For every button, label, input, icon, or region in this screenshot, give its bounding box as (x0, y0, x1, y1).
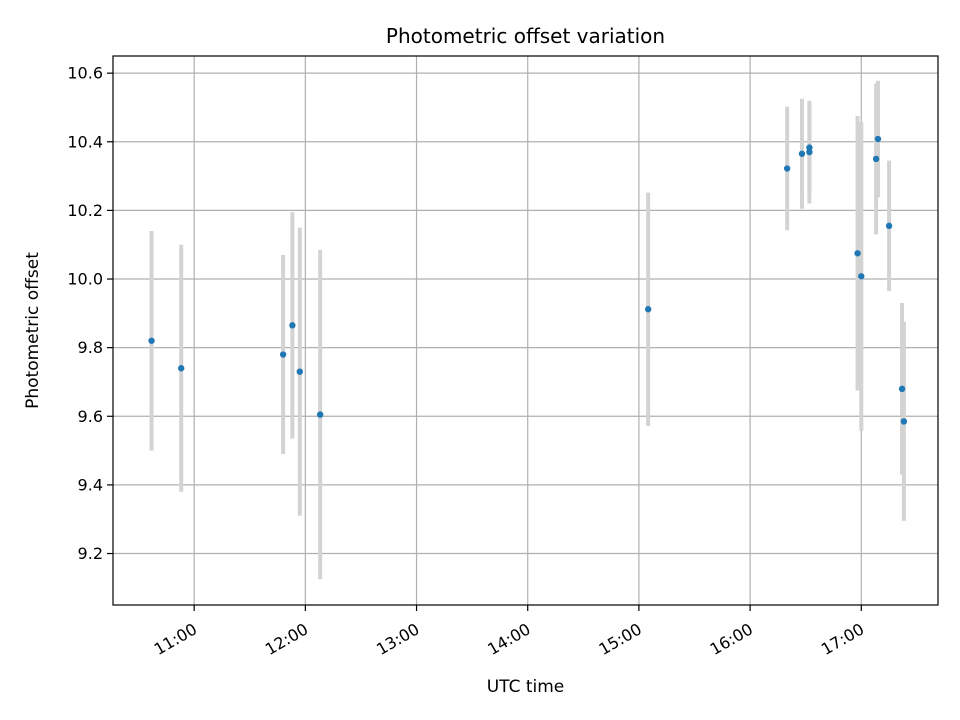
data-point (316, 411, 324, 418)
data-point (279, 351, 287, 358)
data-point (885, 222, 893, 230)
y-tick-label: 9.4 (78, 475, 103, 494)
x-axis-label: UTC time (487, 677, 565, 697)
data-point (806, 144, 813, 151)
data-point (806, 148, 813, 156)
y-tick-label: 10.2 (67, 201, 103, 220)
data-point (148, 337, 155, 344)
data-point (898, 385, 906, 393)
data-point (900, 418, 908, 425)
y-tick-label: 9.6 (78, 407, 103, 426)
y-tick-label: 9.8 (78, 338, 103, 357)
data-point (798, 150, 806, 157)
data-point (644, 306, 652, 313)
y-tick-label: 10.0 (67, 270, 103, 289)
data-point (177, 365, 185, 372)
y-tick-label: 10.6 (67, 64, 103, 83)
data-point (874, 135, 882, 143)
data-point (289, 322, 296, 329)
data-point (783, 165, 791, 172)
y-tick-label: 10.4 (67, 132, 103, 151)
y-axis-label: Photometric offset (23, 252, 43, 409)
plot-frame (112, 55, 939, 606)
data-point (872, 155, 880, 163)
y-tick-label: 9.2 (78, 544, 103, 563)
data-point (858, 273, 865, 280)
chart-title: Photometric offset variation (386, 24, 665, 48)
data-point (854, 250, 861, 257)
data-points (148, 135, 908, 425)
data-point (296, 368, 303, 375)
